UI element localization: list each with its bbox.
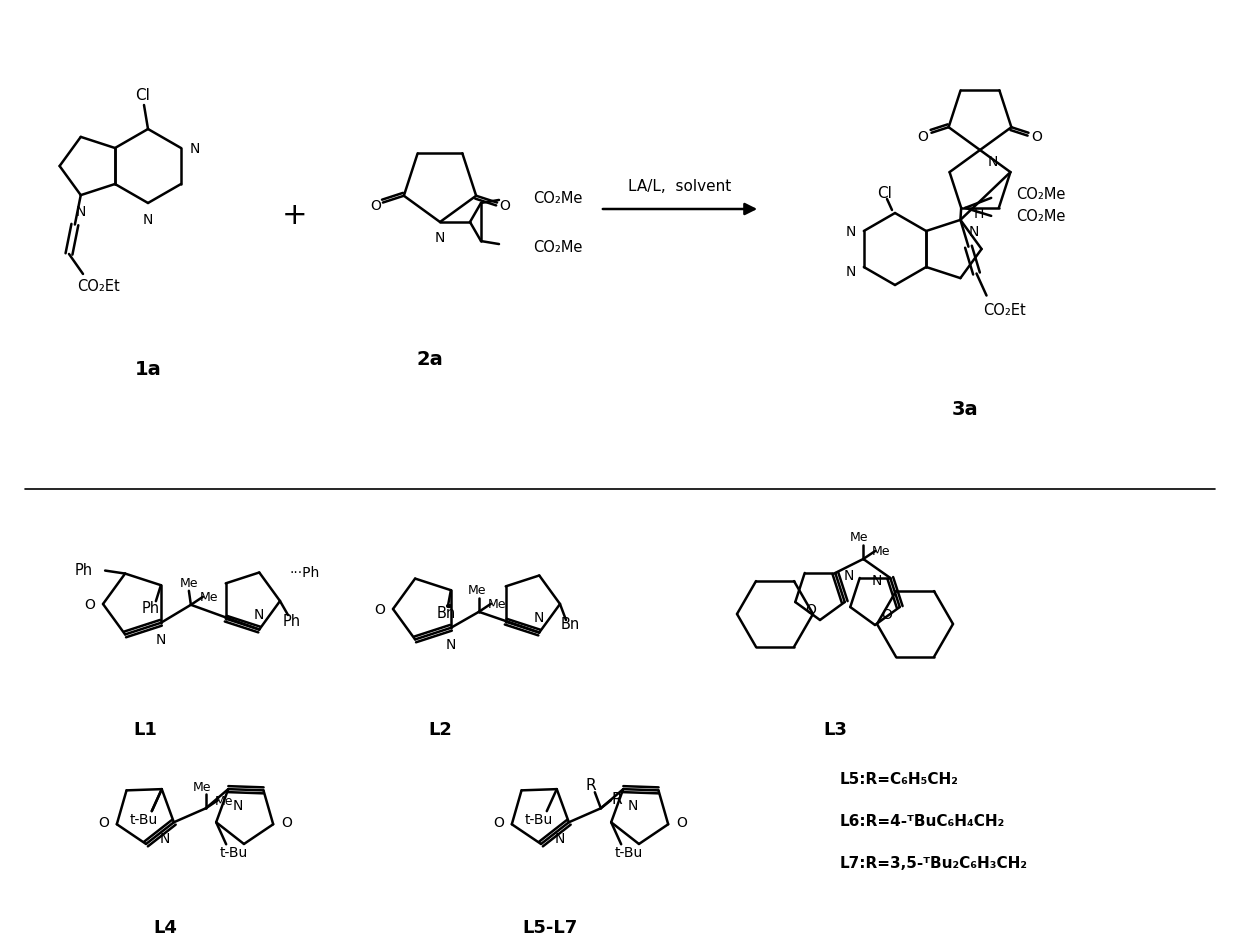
Text: Ph: Ph [74, 563, 93, 578]
Text: O: O [374, 603, 384, 616]
Text: R: R [611, 791, 622, 806]
Text: O: O [370, 199, 381, 213]
Text: t-Bu: t-Bu [130, 812, 157, 826]
Text: Ph: Ph [141, 600, 160, 615]
Text: O: O [281, 816, 293, 829]
Text: N: N [190, 142, 201, 156]
Text: N: N [872, 573, 883, 587]
Text: N: N [846, 225, 856, 239]
Text: Ph: Ph [283, 614, 301, 629]
Text: CO₂Et: CO₂Et [983, 303, 1025, 318]
Text: LA/L,  solvent: LA/L, solvent [629, 179, 732, 194]
Text: t-Bu: t-Bu [615, 845, 644, 860]
Text: Me: Me [467, 584, 486, 597]
Text: Cl: Cl [135, 88, 150, 103]
Text: R: R [585, 777, 596, 792]
Text: +: + [283, 200, 308, 229]
Text: H: H [973, 207, 983, 221]
Text: O: O [494, 816, 503, 829]
Text: O: O [805, 603, 816, 616]
Text: Bn: Bn [436, 605, 455, 620]
Text: L6:R=4-ᵀBuC₆H₄CH₂: L6:R=4-ᵀBuC₆H₄CH₂ [839, 814, 1006, 828]
Text: N: N [445, 637, 456, 651]
Text: O: O [84, 597, 95, 611]
Text: L2: L2 [428, 721, 451, 738]
Text: Me: Me [192, 780, 211, 793]
Text: L4: L4 [153, 918, 177, 936]
Text: Cl: Cl [878, 187, 893, 201]
Text: CO₂Me: CO₂Me [533, 239, 583, 254]
Text: N: N [232, 799, 243, 812]
Text: L7:R=3,5-ᵀBu₂C₆H₃CH₂: L7:R=3,5-ᵀBu₂C₆H₃CH₂ [839, 856, 1028, 870]
Text: O: O [1032, 129, 1043, 144]
Text: O: O [880, 607, 892, 622]
Text: N: N [554, 831, 565, 845]
Text: Me: Me [180, 577, 198, 589]
Text: N: N [156, 632, 166, 646]
Text: 3a: 3a [951, 400, 978, 419]
Text: O: O [500, 199, 510, 213]
Text: N: N [76, 205, 86, 219]
Text: N: N [160, 831, 170, 845]
Text: Me: Me [215, 794, 233, 807]
Text: Me: Me [872, 545, 890, 558]
Text: L5:R=C₆H₅CH₂: L5:R=C₆H₅CH₂ [839, 772, 959, 786]
Text: N: N [843, 568, 853, 583]
Text: N: N [435, 230, 445, 245]
Text: N: N [988, 155, 998, 169]
Text: 2a: 2a [417, 350, 444, 369]
Text: CO₂Me: CO₂Me [1017, 209, 1065, 224]
Text: Me: Me [200, 590, 218, 604]
Text: Me: Me [851, 531, 868, 544]
Text: N: N [627, 799, 637, 812]
Text: Me: Me [487, 598, 506, 610]
Text: O: O [918, 129, 929, 144]
Text: ···Ph: ···Ph [289, 565, 320, 580]
Text: CO₂Me: CO₂Me [1017, 188, 1065, 202]
Text: N: N [968, 225, 978, 239]
Text: 1a: 1a [135, 360, 161, 379]
Text: O: O [676, 816, 687, 829]
Text: O: O [98, 816, 109, 829]
Text: N: N [846, 265, 856, 279]
Text: t-Bu: t-Bu [219, 845, 248, 860]
Text: Bn: Bn [560, 617, 579, 632]
Text: CO₂Et: CO₂Et [78, 279, 120, 294]
Text: N: N [534, 610, 544, 624]
Text: N: N [143, 213, 154, 227]
Text: L1: L1 [133, 721, 157, 738]
Text: t-Bu: t-Bu [525, 812, 553, 826]
Text: CO₂Me: CO₂Me [533, 191, 583, 207]
Text: N: N [254, 606, 264, 621]
Text: L3: L3 [823, 721, 847, 738]
Text: L5-L7: L5-L7 [522, 918, 578, 936]
